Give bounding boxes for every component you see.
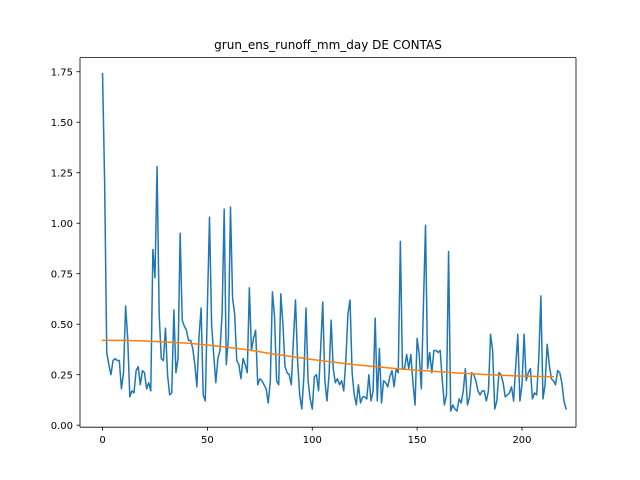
y-tick-label: 1.25	[51, 168, 73, 179]
series-layer	[101, 72, 567, 412]
y-tick-label: 0.00	[51, 421, 73, 432]
axes-layer: 0 50 100 150 200 0.00 0.25 0.50 0.75 1.00 1.25 1.50…	[51, 57, 577, 446]
y-tick-label: 0.25	[51, 370, 73, 381]
plot-background	[80, 57, 576, 428]
x-tick-label: 50	[201, 435, 214, 446]
plot-area	[80, 57, 576, 428]
y-tick-label: 0.75	[51, 269, 73, 280]
series-line-2	[101, 339, 555, 378]
y-tick-label: 1.00	[51, 219, 73, 230]
series-line-1	[101, 72, 567, 412]
x-tick-label: 0	[99, 435, 105, 446]
y-tick-label: 1.75	[51, 67, 73, 78]
x-tick-label: 150	[408, 435, 427, 446]
y-tick-label: 0.50	[51, 320, 73, 331]
x-tick-label: 100	[303, 435, 322, 446]
y-tick-label: 1.50	[51, 118, 73, 129]
x-tick-label: 200	[512, 435, 531, 446]
chart-title: grun_ens_runoff_mm_day DE CONTAS	[214, 38, 442, 52]
